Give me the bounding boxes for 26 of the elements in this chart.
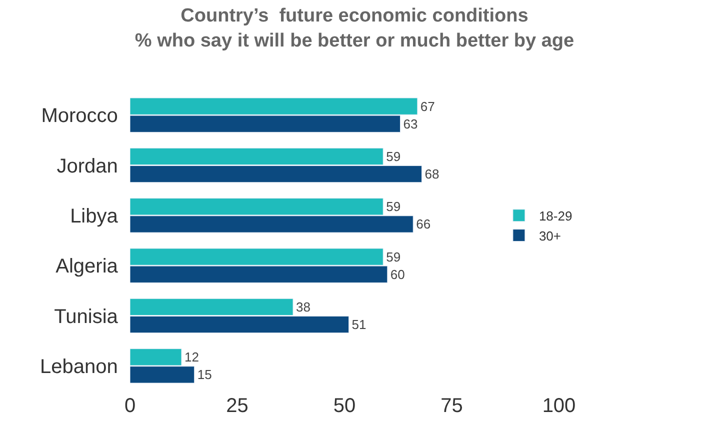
x-tick-label: 50	[333, 395, 356, 417]
y-tick-label: Lebanon	[40, 356, 129, 378]
data-label: 63	[403, 116, 418, 132]
x-tick-label: 100	[542, 395, 576, 417]
data-label: 51	[352, 317, 366, 332]
y-tick-label: Libya	[70, 205, 129, 228]
y-tick-label: Algeria	[56, 256, 129, 278]
data-label: 12	[184, 350, 199, 365]
data-label: 67	[420, 98, 435, 114]
data-label: 59	[386, 249, 401, 264]
y-tick-label: Morocco	[41, 105, 129, 128]
data-label: 59	[386, 148, 401, 164]
data-label: 68	[424, 166, 440, 182]
data-label: 59	[386, 199, 401, 214]
y-tick-label: Tunisia	[54, 306, 129, 328]
data-label: 66	[416, 216, 431, 232]
data-label: 60	[390, 266, 405, 282]
legend-label: 30+	[538, 228, 562, 244]
x-tick-label: 0	[124, 395, 136, 417]
chart-title: Country’s future economic conditions % who say it will be better or much better by age	[134, 6, 574, 52]
x-tick-label: 75	[440, 395, 463, 417]
data-label: 38	[296, 299, 310, 314]
y-tick-label: Jordan	[56, 155, 129, 178]
x-tick-label: 25	[226, 395, 248, 417]
data-label: 15	[197, 367, 212, 382]
legend-label: 18-29	[538, 208, 572, 224]
